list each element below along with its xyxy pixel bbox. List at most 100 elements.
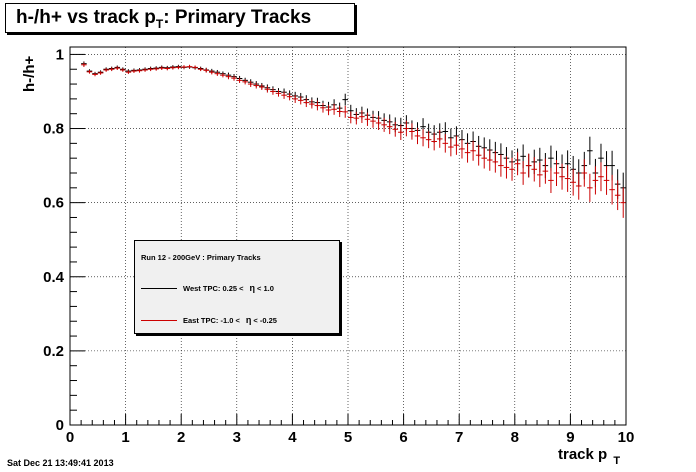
legend: Run 12 - 200GeV : Primary Tracks West TP… bbox=[134, 240, 340, 334]
data-point bbox=[464, 142, 471, 163]
data-point bbox=[270, 88, 276, 95]
data-point bbox=[297, 96, 304, 105]
tick-labels: 0 1 2 3 4 5 6 7 8 9 10 0 0.2 0.4 0.6 0.8 1 bbox=[43, 46, 634, 446]
data-point bbox=[92, 72, 98, 77]
data-point bbox=[475, 144, 482, 166]
x-axis-label: track p T bbox=[558, 446, 620, 467]
data-point bbox=[598, 162, 604, 192]
data-point bbox=[342, 93, 348, 106]
y-tick-label: 0.4 bbox=[43, 269, 65, 286]
data-point bbox=[531, 157, 538, 182]
data-point bbox=[425, 131, 432, 149]
legend-line-west bbox=[141, 287, 177, 289]
data-point bbox=[192, 65, 198, 70]
data-point bbox=[353, 111, 360, 125]
x-tick-label: 6 bbox=[399, 429, 407, 446]
data-point bbox=[420, 129, 426, 147]
x-axis-label-main: track p bbox=[558, 446, 607, 463]
grid-lines bbox=[69, 47, 627, 426]
data-point bbox=[403, 120, 410, 137]
data-point bbox=[314, 100, 321, 111]
legend-label-west-eta: η bbox=[249, 283, 256, 293]
data-point bbox=[325, 104, 332, 116]
data-point bbox=[581, 159, 588, 187]
data-point bbox=[125, 70, 132, 75]
data-point bbox=[231, 75, 237, 81]
data-point bbox=[575, 172, 582, 200]
timestamp: Sat Dec 21 13:49:41 2013 bbox=[7, 458, 114, 468]
data-point bbox=[381, 117, 387, 132]
data-point bbox=[136, 68, 143, 73]
data-point bbox=[525, 153, 532, 178]
data-point bbox=[509, 157, 515, 181]
data-point bbox=[587, 173, 593, 202]
x-tick-label: 3 bbox=[233, 429, 241, 446]
legend-label-west-b: < 1.0 bbox=[257, 283, 274, 293]
data-point bbox=[342, 105, 348, 118]
data-point bbox=[264, 85, 271, 93]
y-tick-label: 0.6 bbox=[43, 195, 64, 212]
data-point bbox=[253, 82, 260, 89]
data-point bbox=[492, 151, 499, 173]
data-point bbox=[453, 135, 460, 155]
data-point bbox=[386, 119, 393, 135]
legend-entry-west: West TPC: 0.25 < η < 1.0 bbox=[141, 283, 274, 293]
data-point bbox=[487, 149, 493, 171]
data-point bbox=[442, 134, 449, 153]
data-point bbox=[431, 132, 437, 151]
data-point bbox=[564, 165, 571, 192]
data-point bbox=[553, 160, 560, 186]
data-point bbox=[303, 98, 310, 108]
x-tick-label: 5 bbox=[344, 429, 352, 446]
chart-title-box: h-/h+ vs track pT: Primary Tracks bbox=[5, 3, 355, 33]
legend-label-east-a: East TPC: -1.0 < bbox=[183, 315, 240, 325]
legend-label-east-b: < -0.25 bbox=[253, 315, 277, 325]
data-point bbox=[170, 65, 176, 70]
data-point bbox=[359, 110, 365, 123]
data-point bbox=[197, 67, 204, 72]
chart-title-main: h-/h+ vs track p bbox=[16, 7, 156, 28]
data-point bbox=[259, 84, 265, 90]
data-point bbox=[147, 67, 154, 72]
data-point bbox=[286, 92, 293, 101]
data-point bbox=[614, 180, 621, 211]
x-tick-label: 7 bbox=[455, 429, 463, 446]
data-point bbox=[503, 156, 510, 179]
x-tick-label: 4 bbox=[288, 429, 297, 446]
data-point bbox=[114, 66, 121, 70]
x-axis-label-sub: T bbox=[613, 455, 620, 467]
data-point bbox=[520, 161, 526, 185]
series-east bbox=[81, 62, 626, 218]
y-tick-label: 0 bbox=[56, 417, 64, 434]
y-axis-label: h-/h+ bbox=[21, 56, 38, 92]
x-tick-label: 1 bbox=[121, 429, 129, 446]
data-point bbox=[97, 71, 104, 75]
data-point bbox=[570, 168, 576, 196]
data-point bbox=[120, 68, 126, 72]
data-point bbox=[481, 147, 487, 169]
data-point bbox=[209, 69, 215, 75]
y-tick-label: 1 bbox=[56, 46, 64, 63]
data-point bbox=[181, 65, 187, 69]
data-point bbox=[375, 115, 382, 131]
data-point bbox=[86, 69, 93, 74]
data-point bbox=[236, 77, 243, 83]
data-point bbox=[448, 137, 454, 157]
data-point bbox=[370, 114, 376, 128]
data-point bbox=[164, 66, 171, 71]
x-tick-label: 2 bbox=[177, 429, 185, 446]
legend-label-east-eta: η bbox=[245, 315, 252, 325]
chart-title-suffix: : Primary Tracks bbox=[163, 7, 312, 28]
data-point bbox=[459, 139, 465, 159]
data-point bbox=[158, 66, 165, 70]
data-point bbox=[542, 158, 549, 184]
data-point bbox=[153, 67, 159, 71]
data-point bbox=[214, 71, 221, 76]
data-point bbox=[225, 74, 232, 80]
data-point bbox=[548, 145, 554, 171]
data-point bbox=[175, 65, 182, 70]
data-point bbox=[220, 72, 226, 78]
data-point bbox=[620, 187, 626, 218]
series-west bbox=[81, 61, 626, 204]
y-tick-label: 0.2 bbox=[43, 343, 64, 360]
